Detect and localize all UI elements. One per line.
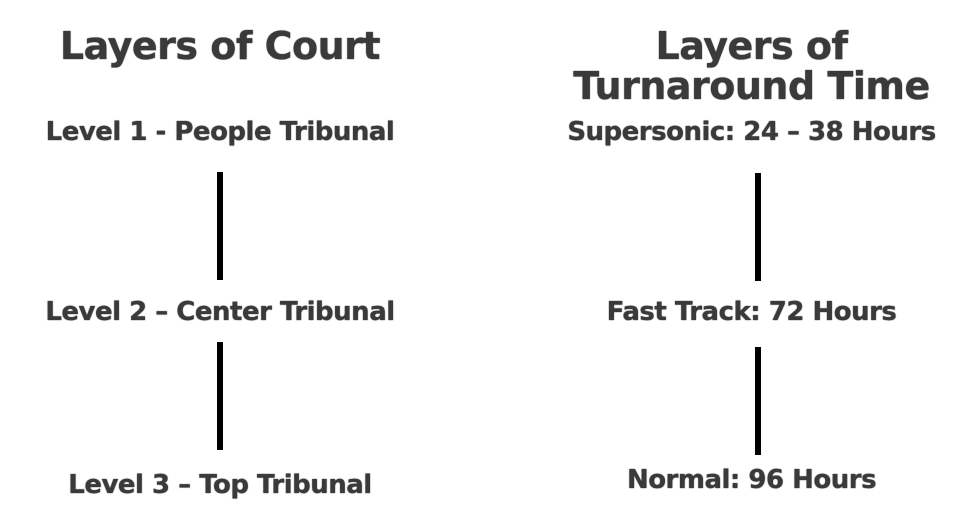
court-connector-1-2 (217, 172, 223, 280)
court-level-3: Level 3 – Top Tribunal (68, 470, 372, 500)
court-level-1: Level 1 - People Tribunal (45, 117, 395, 147)
court-connector-2-3 (217, 342, 223, 450)
court-layers-column: Layers of Court Level 1 - People Tribuna… (0, 0, 440, 524)
turnaround-layers-column: Layers of Turnaround Time Supersonic: 24… (540, 0, 963, 524)
turnaround-connector-1-2 (755, 173, 761, 281)
turnaround-level-supersonic: Supersonic: 24 – 38 Hours (567, 117, 936, 147)
turnaround-level-fast-track: Fast Track: 72 Hours (606, 297, 897, 327)
turnaround-layers-title: Layers of Turnaround Time (573, 24, 930, 108)
court-level-2: Level 2 – Center Tribunal (45, 297, 395, 327)
turnaround-level-normal: Normal: 96 Hours (626, 465, 877, 495)
turnaround-connector-2-3 (755, 347, 761, 455)
court-layers-title: Layers of Court (59, 24, 381, 68)
